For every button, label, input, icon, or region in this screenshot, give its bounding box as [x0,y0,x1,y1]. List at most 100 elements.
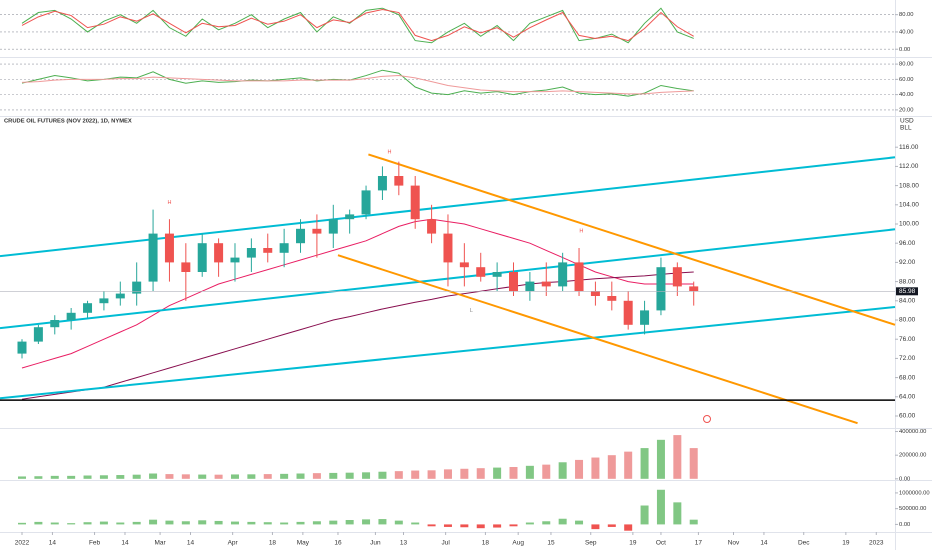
bar [591,524,600,530]
bar [362,519,371,525]
indicator-line [21,69,694,97]
bar [280,473,289,479]
candle-body [558,262,568,287]
y-tick-label: 60.00 [899,413,916,420]
bar [263,474,272,479]
bar [99,521,108,525]
candle-body [164,233,174,263]
bar [312,521,321,525]
candle-body [377,176,387,191]
y-tick-label: 100.00 [899,221,919,228]
bar [329,472,338,479]
bar [509,524,518,527]
bar [689,519,698,525]
candle-body [33,327,43,342]
x-tick-label: 13 [400,540,408,547]
candle-body [181,262,191,272]
bar [575,520,584,525]
bar [263,522,272,525]
indicator-line [21,75,694,95]
bar [542,464,551,479]
bar [460,524,469,528]
pivot-label: H [387,149,391,155]
y-tick-label: 64.00 [899,394,916,401]
candle-body [492,272,502,277]
candle-body [509,272,519,292]
bar [312,473,321,479]
candle-body [83,303,93,313]
x-tick-label: 2022 [15,540,30,547]
candle-body [214,243,224,263]
bar [394,520,403,525]
candle-body [312,228,322,234]
y-tick-label: 40.00 [899,29,914,35]
candle-body [607,296,617,301]
bar [411,522,420,525]
x-tick-label: Nov [728,540,740,547]
x-tick-label: 14 [49,540,57,547]
bar [280,522,289,525]
candle-body [427,219,437,234]
bar [624,451,633,479]
bar [230,521,239,525]
bar [673,502,682,525]
bar [509,467,518,479]
candle-body [574,262,584,292]
bar [165,520,174,525]
y-tick-label: 0.00 [899,476,910,482]
bar [378,519,387,525]
bar [607,524,616,527]
candle-body [66,312,76,320]
bar [34,521,43,525]
bar [673,435,682,479]
unit-label: BLL [900,125,912,132]
bar [34,476,43,479]
bar [116,522,125,525]
bar [476,468,485,479]
y-tick-label: 500000.00 [899,506,926,512]
bar [411,470,420,479]
candle-body [361,190,371,215]
bar [18,476,27,479]
y-tick-label: 60.00 [899,77,914,83]
candle-body [132,281,142,294]
y-tick-label: 68.00 [899,374,916,381]
x-tick-label: May [297,540,310,547]
bar [132,521,141,525]
candle-body [459,262,469,268]
bar [476,524,485,529]
bar [67,475,76,479]
x-tick-label: 14 [760,540,768,547]
y-tick-label: 116.00 [899,144,919,151]
bar [198,520,207,525]
pivot-label: H [167,200,171,206]
bar [18,522,27,525]
bar [181,474,190,479]
alert-icon[interactable] [703,415,711,423]
bar [296,521,305,525]
x-tick-label: 14 [121,540,129,547]
candle-body [50,320,60,328]
candle-body [296,228,306,244]
bar [296,473,305,479]
y-tick-label: 108.00 [899,182,919,189]
bar [247,521,256,525]
bar [640,448,649,479]
bar [394,471,403,479]
bar [656,439,665,479]
y-tick-label: 88.00 [899,278,916,285]
candle-body [640,310,650,325]
bar [542,521,551,525]
bar [656,489,665,525]
bar [83,475,92,479]
x-tick-label: Jun [370,540,381,547]
bar [427,524,436,527]
x-tick-label: 19 [629,540,637,547]
bar [247,474,256,479]
x-tick-label: Dec [798,540,810,547]
y-tick-label: 92.00 [899,259,916,266]
x-tick-label: Mar [154,540,166,547]
candle-body [328,219,338,234]
candle-body [689,286,699,292]
candle-body [476,267,486,277]
